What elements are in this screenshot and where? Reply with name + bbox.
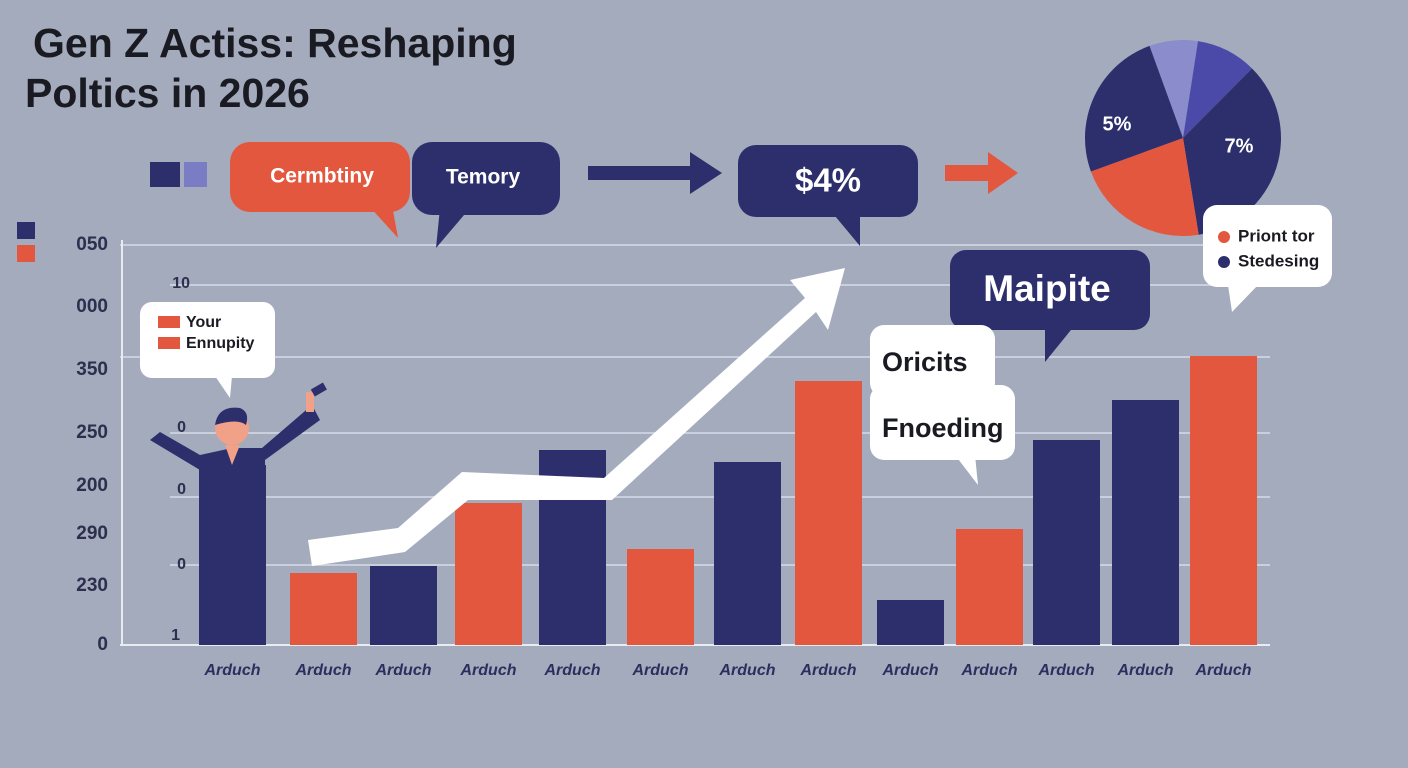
bar (370, 566, 437, 645)
bar (795, 381, 862, 645)
bar (627, 549, 694, 645)
phone (310, 382, 327, 397)
legend-dot (1218, 256, 1230, 268)
bubble-tail (1045, 325, 1075, 362)
bar (714, 462, 781, 645)
bubble-label: Maipite (983, 268, 1110, 309)
trend-arrow (308, 268, 845, 566)
bubble-box (738, 145, 918, 217)
pie-slice (1090, 138, 1199, 236)
pie: 5% 7% (1085, 40, 1281, 236)
bar (956, 529, 1023, 645)
y-axis-label: 290 (76, 523, 108, 544)
y-axis-label: 230 (76, 575, 108, 596)
inner-axis-label: 0 (177, 556, 186, 573)
flow-arrow (588, 152, 722, 194)
x-tick-label: Arduch (1038, 662, 1095, 679)
x-tick-label: Arduch (204, 662, 261, 679)
bubble-box (870, 325, 995, 397)
bar (877, 600, 944, 645)
legend-swatch (158, 316, 180, 328)
bubble-label: Cermbtiny (270, 165, 374, 188)
bubble-box (950, 250, 1150, 330)
bubble-label: Temory (446, 166, 521, 189)
y-axis-label: 350 (76, 359, 108, 380)
bubble-label: Fnoeding (882, 413, 1003, 443)
bubble-tail (436, 208, 470, 248)
swatch (17, 222, 35, 239)
bar (1112, 400, 1179, 645)
legend: Your Ennupity (158, 314, 255, 352)
bubble-label: Oricits (882, 347, 968, 377)
flow-arrow (945, 152, 1018, 194)
bubble-tail (955, 455, 978, 485)
pie-annotation: 5% (1103, 113, 1132, 135)
bubble-box (1203, 205, 1332, 287)
bar (1190, 356, 1257, 645)
person (150, 382, 327, 645)
legend-label: Ennupity (186, 335, 255, 352)
y-axis-label: 0 (97, 634, 108, 655)
pie-slice (1149, 40, 1198, 138)
bubble-tail (1228, 285, 1258, 312)
swatch (184, 162, 207, 187)
pie-slice (1183, 68, 1281, 235)
x-tick-label: Arduch (1195, 662, 1252, 679)
bubble-box (230, 142, 410, 212)
bar (1033, 440, 1100, 645)
x-tick-label: Arduch (882, 662, 939, 679)
swatch (17, 245, 35, 262)
x-tick-label: Arduch (961, 662, 1018, 679)
bubble-label: $4% (795, 162, 861, 199)
inner-axis-label: 0 (177, 481, 186, 498)
legend-dot (1218, 231, 1230, 243)
legend-label: Stedesing (1238, 251, 1319, 270)
legend-label: Your (186, 314, 221, 331)
x-tick-label: Arduch (632, 662, 689, 679)
y-axis-label: 000 (76, 296, 108, 317)
legend: Priont tor Stedesing (1218, 226, 1319, 270)
inner-axis-label: 10 (172, 275, 190, 292)
pie-slice (1183, 41, 1253, 138)
x-tick-label: Arduch (1117, 662, 1174, 679)
bar (290, 573, 357, 645)
legend-label: Priont tor (1238, 226, 1315, 245)
pie-annotation: 7% (1225, 135, 1254, 157)
legend-swatch (158, 337, 180, 349)
person-body (150, 405, 320, 645)
y-axis-label: 050 (76, 234, 108, 255)
bubble-tail (830, 210, 860, 246)
legend-bubble: Your Ennupity (140, 302, 275, 398)
x-tick-label: Arduch (460, 662, 517, 679)
y-axis-label: 200 (76, 475, 108, 496)
bubble-box (412, 142, 560, 215)
bubble-tail (215, 376, 232, 398)
inner-axis-label: 0 (177, 419, 186, 436)
y-axis-label: 250 (76, 422, 108, 443)
title-line: Gen Z Actiss: Reshaping (33, 20, 517, 66)
bubble-tail (368, 205, 398, 238)
inner-axis-label: 1 (171, 627, 180, 644)
x-tick-label: Arduch (800, 662, 857, 679)
pie-slice (1085, 45, 1183, 172)
person-neck (225, 445, 240, 465)
person-hair (215, 407, 248, 425)
x-tick-label: Arduch (375, 662, 432, 679)
pie-legend: Priont tor Stedesing (1203, 205, 1332, 312)
x-tick-label: Arduch (295, 662, 352, 679)
person-hand (306, 392, 314, 412)
title-line: Poltics in 2026 (25, 70, 310, 116)
swatch (150, 162, 180, 187)
bubble-box (870, 385, 1015, 460)
x-tick-label: Arduch (719, 662, 776, 679)
x-tick-label: Arduch (544, 662, 601, 679)
bar (455, 503, 522, 645)
